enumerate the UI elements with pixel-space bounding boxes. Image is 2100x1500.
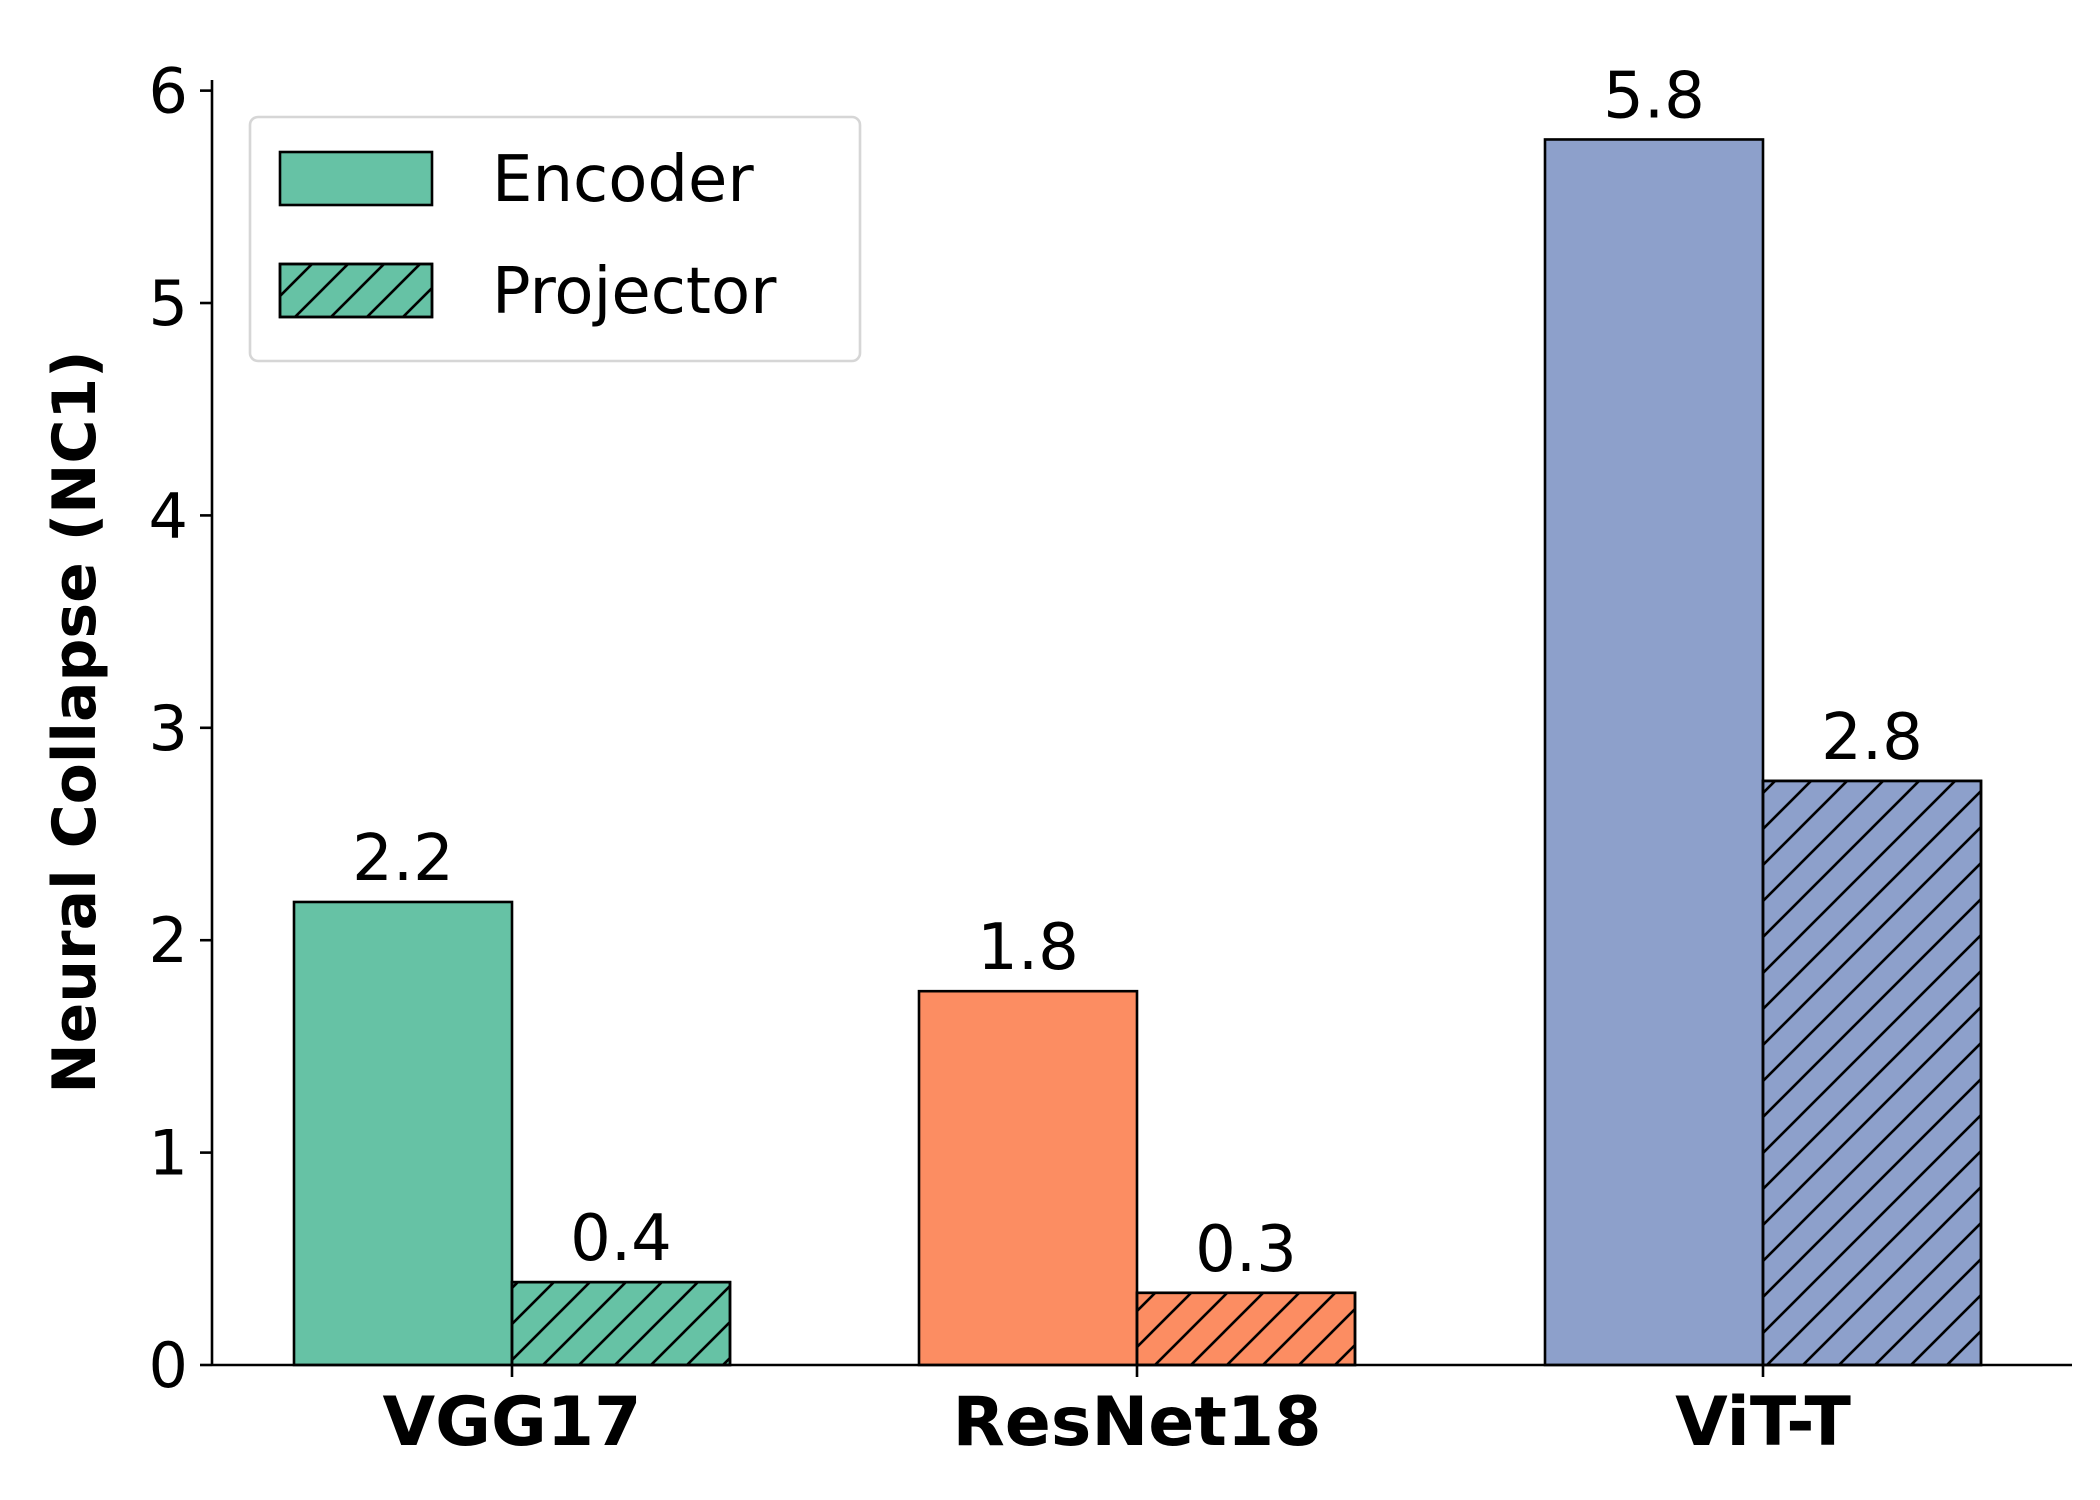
bar-resnet18-encoder [917, 989, 1139, 1367]
value-label-vgg17-projector: 0.4 [570, 1202, 672, 1276]
legend-swatch-projector [278, 262, 434, 319]
value-label-vgg17-encoder: 2.2 [352, 822, 454, 896]
y-axis-label: Neural Collapse (NC1) [40, 350, 110, 1093]
bars-layer [292, 138, 1983, 1367]
y-tick-label: 5 [149, 267, 188, 340]
x-tick-label: VGG17 [383, 1383, 642, 1462]
legend: Encoder Projector [248, 115, 862, 363]
legend-label-projector: Projector [492, 255, 777, 329]
value-label-resnet18-projector: 0.3 [1195, 1213, 1297, 1287]
y-ticks: 0 1 2 3 4 5 6 [149, 55, 212, 1402]
bar-resnet18-projector [1135, 1291, 1357, 1367]
y-tick-label: 0 [149, 1329, 188, 1402]
y-tick-label: 4 [149, 479, 188, 552]
x-tick-label: ResNet18 [952, 1383, 1321, 1462]
y-tick-label: 6 [149, 55, 188, 128]
x-ticks: VGG17 ResNet18 ViT-T [383, 1365, 1851, 1462]
y-tick-label: 2 [149, 904, 188, 977]
value-label-vit-t-projector: 2.8 [1821, 701, 1923, 775]
x-tick-label: ViT-T [1675, 1383, 1851, 1462]
legend-label-encoder: Encoder [492, 143, 754, 217]
value-labels-layer: 2.2 0.4 1.8 0.3 5.8 2.8 [352, 59, 1923, 1286]
bar-vgg17-encoder [292, 900, 514, 1367]
bar-vgg17-projector [510, 1280, 732, 1367]
legend-swatch-encoder [278, 150, 434, 207]
bar-vit-t-projector [1761, 779, 1983, 1367]
value-label-resnet18-encoder: 1.8 [977, 911, 1079, 985]
bar-vit-t-encoder [1543, 138, 1765, 1367]
value-label-vit-t-encoder: 5.8 [1603, 59, 1705, 133]
y-tick-label: 1 [149, 1117, 188, 1190]
y-tick-label: 3 [149, 692, 188, 765]
